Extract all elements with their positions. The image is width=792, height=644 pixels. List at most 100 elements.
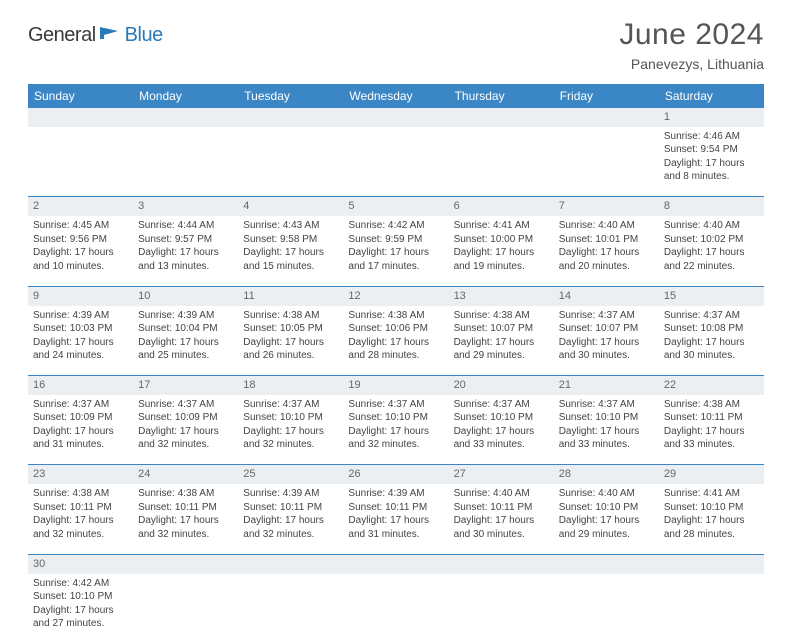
daylight-text: and 31 minutes.	[33, 438, 128, 452]
weekday-header: Saturday	[659, 84, 764, 108]
daylight-text: and 25 minutes.	[138, 349, 233, 363]
daylight-text: Daylight: 17 hours	[664, 336, 759, 350]
sunset-text: Sunset: 10:11 PM	[243, 501, 338, 515]
day-cell: Sunrise: 4:38 AMSunset: 10:11 PMDaylight…	[659, 395, 764, 465]
day-cell	[238, 127, 343, 197]
day-number: 22	[659, 376, 764, 395]
day-number: 19	[343, 376, 448, 395]
day-number	[449, 108, 554, 127]
day-cell: Sunrise: 4:40 AMSunset: 10:02 PMDaylight…	[659, 216, 764, 286]
daylight-text: and 32 minutes.	[243, 528, 338, 542]
day-number	[238, 108, 343, 127]
day-number: 26	[343, 465, 448, 484]
day-cell: Sunrise: 4:44 AMSunset: 9:57 PMDaylight:…	[133, 216, 238, 286]
day-cell: Sunrise: 4:37 AMSunset: 10:10 PMDaylight…	[449, 395, 554, 465]
sunset-text: Sunset: 10:10 PM	[348, 411, 443, 425]
sunset-text: Sunset: 10:00 PM	[454, 233, 549, 247]
sunrise-text: Sunrise: 4:37 AM	[454, 398, 549, 412]
day-cell: Sunrise: 4:45 AMSunset: 9:56 PMDaylight:…	[28, 216, 133, 286]
day-cell: Sunrise: 4:37 AMSunset: 10:08 PMDaylight…	[659, 306, 764, 376]
day-number	[238, 554, 343, 573]
daylight-text: Daylight: 17 hours	[33, 336, 128, 350]
sunset-text: Sunset: 10:11 PM	[138, 501, 233, 515]
sunset-text: Sunset: 10:05 PM	[243, 322, 338, 336]
sunset-text: Sunset: 10:11 PM	[33, 501, 128, 515]
sunrise-text: Sunrise: 4:38 AM	[664, 398, 759, 412]
daylight-text: Daylight: 17 hours	[664, 514, 759, 528]
daylight-text: and 10 minutes.	[33, 260, 128, 274]
daylight-text: Daylight: 17 hours	[664, 157, 759, 171]
day-cell: Sunrise: 4:42 AMSunset: 9:59 PMDaylight:…	[343, 216, 448, 286]
daylight-text: Daylight: 17 hours	[243, 514, 338, 528]
sunset-text: Sunset: 9:59 PM	[348, 233, 443, 247]
day-number	[343, 108, 448, 127]
day-number: 29	[659, 465, 764, 484]
day-number	[28, 108, 133, 127]
daylight-text: and 15 minutes.	[243, 260, 338, 274]
logo-text-2: Blue	[125, 24, 163, 47]
day-cell: Sunrise: 4:38 AMSunset: 10:06 PMDaylight…	[343, 306, 448, 376]
weekday-header: Monday	[133, 84, 238, 108]
daylight-text: and 17 minutes.	[348, 260, 443, 274]
sunrise-text: Sunrise: 4:40 AM	[664, 219, 759, 233]
sunrise-text: Sunrise: 4:37 AM	[33, 398, 128, 412]
day-number-row: 30	[28, 554, 764, 573]
daylight-text: and 24 minutes.	[33, 349, 128, 363]
daylight-text: and 29 minutes.	[454, 349, 549, 363]
day-cell	[554, 127, 659, 197]
daylight-text: Daylight: 17 hours	[243, 336, 338, 350]
day-cell	[554, 574, 659, 644]
header: General Blue June 2024 Panevezys, Lithua…	[0, 0, 792, 80]
day-cell: Sunrise: 4:38 AMSunset: 10:07 PMDaylight…	[449, 306, 554, 376]
sunset-text: Sunset: 10:10 PM	[454, 411, 549, 425]
sunrise-text: Sunrise: 4:37 AM	[664, 309, 759, 323]
sunrise-text: Sunrise: 4:39 AM	[33, 309, 128, 323]
sunrise-text: Sunrise: 4:39 AM	[243, 487, 338, 501]
sunset-text: Sunset: 10:07 PM	[559, 322, 654, 336]
sunrise-text: Sunrise: 4:40 AM	[559, 487, 654, 501]
week-row: Sunrise: 4:37 AMSunset: 10:09 PMDaylight…	[28, 395, 764, 465]
title-block: June 2024 Panevezys, Lithuania	[619, 18, 764, 72]
day-number: 15	[659, 286, 764, 305]
daylight-text: and 28 minutes.	[664, 528, 759, 542]
sunrise-text: Sunrise: 4:37 AM	[559, 398, 654, 412]
sunset-text: Sunset: 10:11 PM	[454, 501, 549, 515]
day-number	[554, 108, 659, 127]
daylight-text: and 26 minutes.	[243, 349, 338, 363]
sunrise-text: Sunrise: 4:38 AM	[243, 309, 338, 323]
daylight-text: Daylight: 17 hours	[348, 336, 443, 350]
daylight-text: and 28 minutes.	[348, 349, 443, 363]
day-number: 20	[449, 376, 554, 395]
day-cell	[133, 574, 238, 644]
weekday-header: Wednesday	[343, 84, 448, 108]
daylight-text: and 33 minutes.	[454, 438, 549, 452]
sunrise-text: Sunrise: 4:37 AM	[138, 398, 233, 412]
daylight-text: Daylight: 17 hours	[138, 425, 233, 439]
day-number: 8	[659, 197, 764, 216]
sunrise-text: Sunrise: 4:43 AM	[243, 219, 338, 233]
day-cell: Sunrise: 4:39 AMSunset: 10:04 PMDaylight…	[133, 306, 238, 376]
daylight-text: and 29 minutes.	[559, 528, 654, 542]
sunset-text: Sunset: 10:06 PM	[348, 322, 443, 336]
sunrise-text: Sunrise: 4:38 AM	[138, 487, 233, 501]
weekday-header: Thursday	[449, 84, 554, 108]
day-number: 4	[238, 197, 343, 216]
daylight-text: Daylight: 17 hours	[454, 336, 549, 350]
day-cell	[133, 127, 238, 197]
day-cell: Sunrise: 4:40 AMSunset: 10:10 PMDaylight…	[554, 484, 659, 554]
daylight-text: and 30 minutes.	[559, 349, 654, 363]
day-number: 23	[28, 465, 133, 484]
week-row: Sunrise: 4:38 AMSunset: 10:11 PMDaylight…	[28, 484, 764, 554]
sunrise-text: Sunrise: 4:44 AM	[138, 219, 233, 233]
sunrise-text: Sunrise: 4:37 AM	[243, 398, 338, 412]
daylight-text: and 33 minutes.	[559, 438, 654, 452]
page-subtitle: Panevezys, Lithuania	[619, 56, 764, 72]
day-number: 3	[133, 197, 238, 216]
flag-icon	[100, 25, 122, 46]
daylight-text: and 30 minutes.	[664, 349, 759, 363]
day-cell: Sunrise: 4:37 AMSunset: 10:09 PMDaylight…	[133, 395, 238, 465]
day-cell: Sunrise: 4:38 AMSunset: 10:05 PMDaylight…	[238, 306, 343, 376]
sunrise-text: Sunrise: 4:39 AM	[348, 487, 443, 501]
daylight-text: Daylight: 17 hours	[559, 246, 654, 260]
day-cell: Sunrise: 4:37 AMSunset: 10:10 PMDaylight…	[554, 395, 659, 465]
